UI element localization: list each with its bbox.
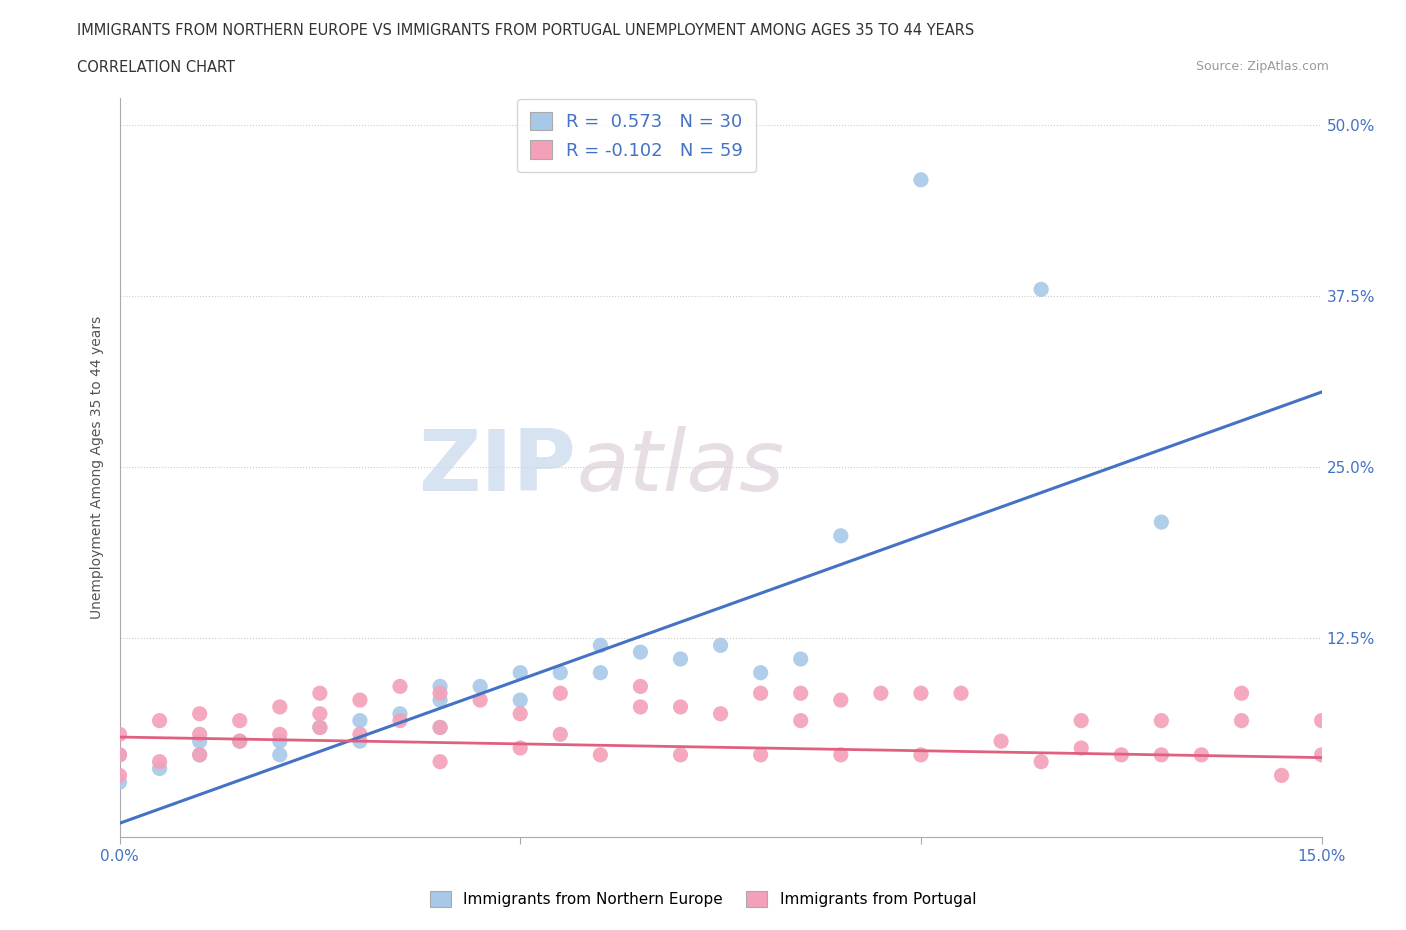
Point [108,768,131,783]
Point [228,734,252,749]
Point [869,685,893,700]
Point [108,727,131,742]
Point [188,707,211,722]
Legend: Immigrants from Northern Europe, Immigrants from Portugal: Immigrants from Northern Europe, Immigra… [423,884,983,913]
Point [1230,685,1253,700]
Point [188,734,211,749]
Point [1150,514,1173,529]
Point [830,748,852,763]
Point [108,748,131,763]
Point [749,748,772,763]
Point [509,740,531,755]
Point [1350,768,1372,783]
Point [1070,740,1092,755]
Point [1029,282,1052,297]
Legend: R =  0.573   N = 30, R = -0.102   N = 59: R = 0.573 N = 30, R = -0.102 N = 59 [517,100,755,172]
Point [1111,748,1133,763]
Point [349,727,371,742]
Text: IMMIGRANTS FROM NORTHERN EUROPE VS IMMIGRANTS FROM PORTUGAL UNEMPLOYMENT AMONG A: IMMIGRANTS FROM NORTHERN EUROPE VS IMMIG… [77,23,974,38]
Point [429,685,451,700]
Point [669,748,692,763]
Point [630,679,652,694]
Text: CORRELATION CHART: CORRELATION CHART [77,60,235,75]
Point [468,693,492,708]
Point [509,707,531,722]
Point [1271,768,1294,783]
Point [790,713,813,728]
Point [309,720,332,735]
Point [349,734,371,749]
Point [1150,713,1173,728]
Text: Source: ZipAtlas.com: Source: ZipAtlas.com [1195,60,1329,73]
Point [429,720,451,735]
Point [589,638,612,653]
Point [388,679,412,694]
Point [429,754,451,769]
Point [388,713,412,728]
Point [1029,754,1052,769]
Point [509,665,531,680]
Point [830,528,852,543]
Point [630,699,652,714]
Point [309,720,332,735]
Point [228,713,252,728]
Point [790,685,813,700]
Point [589,665,612,680]
Point [910,685,932,700]
Point [349,713,371,728]
Point [269,699,291,714]
Point [149,754,172,769]
Point [429,693,451,708]
Y-axis label: Unemployment Among Ages 35 to 44 years: Unemployment Among Ages 35 to 44 years [90,315,104,619]
Point [669,652,692,667]
Point [1310,748,1333,763]
Text: atlas: atlas [576,426,785,509]
Point [790,652,813,667]
Point [188,748,211,763]
Point [669,699,692,714]
Point [950,685,973,700]
Point [1070,713,1092,728]
Point [309,707,332,722]
Point [990,734,1012,749]
Point [228,734,252,749]
Point [269,734,291,749]
Point [188,727,211,742]
Point [910,172,932,187]
Point [1310,713,1333,728]
Point [509,693,531,708]
Point [589,748,612,763]
Point [429,679,451,694]
Point [550,727,572,742]
Point [388,707,412,722]
Point [269,748,291,763]
Point [149,713,172,728]
Point [749,685,772,700]
Point [749,665,772,680]
Point [709,707,731,722]
Point [910,748,932,763]
Point [149,761,172,776]
Text: ZIP: ZIP [419,426,576,509]
Point [349,693,371,708]
Point [429,720,451,735]
Point [108,748,131,763]
Point [830,693,852,708]
Point [468,679,492,694]
Point [269,727,291,742]
Point [1230,713,1253,728]
Point [188,748,211,763]
Point [630,644,652,659]
Point [550,665,572,680]
Point [309,685,332,700]
Point [709,638,731,653]
Point [1150,748,1173,763]
Point [1191,748,1213,763]
Point [108,775,131,790]
Point [550,685,572,700]
Point [1391,713,1406,728]
